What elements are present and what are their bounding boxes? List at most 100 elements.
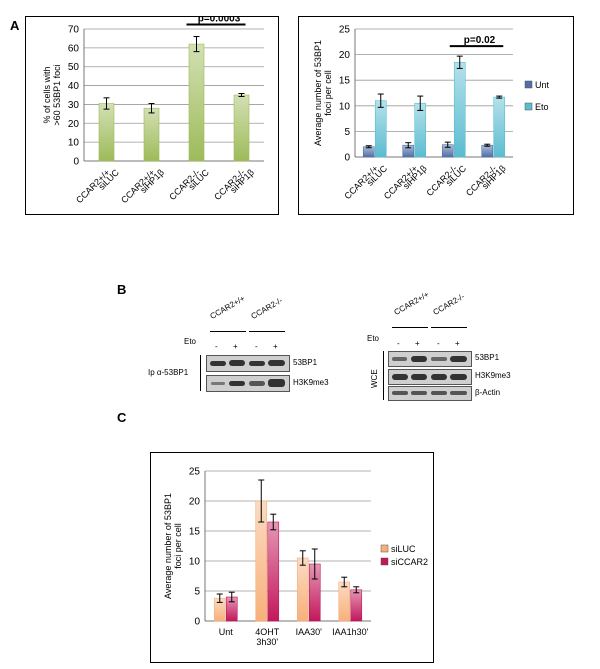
chart-a1: 0 10 20 30 40 50 60 70 % of cells with >60 53BP1 … [42,14,264,205]
bar [414,102,427,158]
y-tick-label: 40 [68,81,80,92]
panel-letter-b: B [117,282,127,297]
y-axis-label-line-2: >60 53BP1 foci [52,64,62,125]
bar [453,61,466,158]
blot-right-eto-2: + [415,339,420,348]
blot-left-h3k9me3 [206,375,290,392]
bar [296,557,309,622]
y-tick-label: 10 [68,138,80,149]
p-value-label: p=0.02 [464,35,496,46]
bar [350,589,363,622]
y-tick-label: 0 [73,157,79,168]
blot-left-underline-1 [210,331,246,332]
band [411,374,427,380]
blot-left-underline-2 [249,331,285,332]
chart-a2: 0 5 10 15 20 25 Average number of 53BP1 foci pe… [313,25,550,202]
legend-label: Eto [535,102,549,112]
band [411,391,427,395]
y-tick-label: 25 [339,25,351,36]
p-value-label: p=0.0003 [198,17,241,25]
bar [481,144,494,158]
band [392,357,407,361]
blot-left-row-h3k9me3: H3K9me3 [293,378,329,387]
blot-left-eto-label: Eto [184,337,197,346]
blot-left-eto-2: + [233,342,238,351]
y-tick-label: 10 [339,101,351,112]
y-axis-label-line-1: Average number of 53BP1 [163,493,173,599]
y-tick-label: 15 [339,76,351,87]
band [210,361,226,366]
y-axis-label-line-2: foci per cell [323,70,333,116]
blot-left-eto-4: + [273,342,278,351]
blot-right-eto-1: - [397,339,400,348]
y-axis-label-line-1: % of cells with [42,66,52,123]
legend-label: Unt [535,80,550,90]
band [249,381,265,386]
y-tick-label: 5 [344,127,350,138]
bar [374,100,387,158]
blot-right-53bp1 [388,351,472,367]
band [431,374,447,380]
bar [493,96,506,158]
band [229,360,245,366]
y-tick-label: 5 [194,587,200,598]
blot-left-genotype-2: CCAR2-/- [249,295,285,321]
band [249,361,265,366]
chart-c-frame: 0 5 10 15 20 25 Average number of 53BP1 foci pe… [150,452,434,663]
band [450,391,467,395]
band [431,391,447,395]
blot-right-wce-label: WCE [370,369,379,388]
blot-right-eto-3: - [437,339,440,348]
y-axis-label-line-2: foci per cell [173,523,183,569]
blot-right-row-actin: β-Actin [475,388,501,397]
blot-right-row-53bp1: 53BP1 [475,353,500,362]
blot-right-bracket [383,351,384,400]
y-tick-label: 0 [194,617,200,628]
y-tick-label: 0 [344,153,350,164]
blot-right-actin [388,386,472,401]
blot-left-eto-1: - [215,342,218,351]
band [268,360,285,366]
band [450,374,467,380]
blot-left-row-53bp1: 53BP1 [293,358,318,367]
panel-letter-c: C [117,410,127,425]
band [392,391,408,395]
blot-right-eto-label: Eto [367,334,380,343]
band [211,382,225,385]
legend-swatch [524,102,533,111]
panel-letter-a: A [10,18,20,33]
blot-right-h3k9me3 [388,369,472,385]
y-tick-label: 20 [68,119,80,130]
band [229,381,245,386]
blot-right-genotype-2: CCAR2-/- [431,291,467,317]
bar [267,521,280,622]
chart-c: 0 5 10 15 20 25 Average number of 53BP1 foci pe… [163,467,428,648]
bar [188,43,205,162]
legend-swatch [380,544,389,553]
blot-left-53bp1 [206,355,290,372]
y-tick-label: 50 [68,62,80,73]
band [450,356,467,362]
blot-left-genotype-1: CCAR2+/+ [208,293,247,321]
y-tick-label: 20 [339,50,351,61]
legend-swatch [380,557,389,566]
bar [98,103,115,162]
blot-left-eto-3: - [255,342,258,351]
blot-right-underline-1 [392,327,428,328]
band [268,379,285,387]
y-tick-label: 20 [189,497,201,508]
x-tick-label: 3h30' [256,637,278,647]
bar [338,581,351,622]
y-tick-label: 10 [189,557,201,568]
bar [143,107,160,162]
blot-left-ip-label: Ip α-53BP1 [148,368,189,377]
band [411,356,427,362]
legend-label: siCCAR2 [391,557,428,567]
y-tick-label: 70 [68,25,80,36]
chart-a1-frame: 0 10 20 30 40 50 60 70 % of cells with >60 53BP1 … [25,14,279,215]
x-tick-label: IAA1h30' [332,627,369,637]
bar [362,146,375,158]
y-tick-label: 15 [189,527,201,538]
x-tick-label: 4OHT [255,627,280,637]
blot-left-bracket [200,355,201,391]
